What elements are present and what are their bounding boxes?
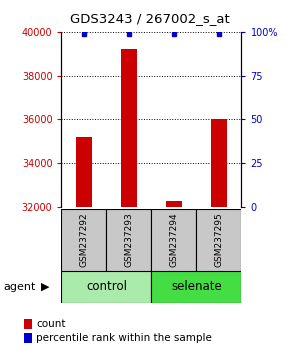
Text: count: count — [36, 319, 65, 329]
Bar — [121, 50, 137, 354]
Bar — [196, 209, 242, 271]
Text: ▶: ▶ — [41, 282, 49, 292]
Text: GSM237295: GSM237295 — [214, 212, 224, 267]
Bar — [76, 137, 92, 354]
Bar — [211, 120, 227, 354]
Bar — [61, 271, 152, 303]
Bar — [61, 209, 106, 271]
Bar — [166, 200, 182, 354]
Text: GDS3243 / 267002_s_at: GDS3243 / 267002_s_at — [70, 12, 230, 25]
Text: selenate: selenate — [171, 280, 222, 293]
Bar — [152, 209, 196, 271]
Text: agent: agent — [3, 282, 35, 292]
Text: GSM237292: GSM237292 — [80, 212, 88, 267]
Text: GSM237294: GSM237294 — [169, 212, 178, 267]
Text: percentile rank within the sample: percentile rank within the sample — [36, 333, 212, 343]
Text: GSM237293: GSM237293 — [124, 212, 134, 267]
Bar — [152, 271, 242, 303]
Text: control: control — [86, 280, 127, 293]
Bar — [106, 209, 152, 271]
